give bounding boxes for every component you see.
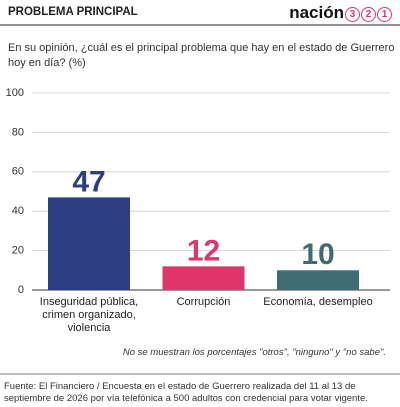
y-tick-label: 60 xyxy=(12,166,24,178)
x-tick-label: Economía, desempleo xyxy=(263,296,373,308)
x-tick-label: Corrupción xyxy=(176,296,231,308)
value-label: 47 xyxy=(72,165,105,198)
bar xyxy=(48,197,130,290)
logo-text: nación xyxy=(289,3,344,22)
value-label: 12 xyxy=(187,234,220,267)
section-title: PROBLEMA PRINCIPAL xyxy=(8,6,138,18)
y-tick-label: 40 xyxy=(12,205,24,217)
source: Fuente: El Financiero / Encuesta en el e… xyxy=(4,381,368,404)
y-tick-label: 80 xyxy=(12,126,24,138)
bar xyxy=(277,270,359,290)
note: No se muestran los porcentajes "otros", … xyxy=(122,347,386,358)
y-tick-label: 100 xyxy=(6,87,24,99)
logo-digit: 3 xyxy=(345,7,360,22)
y-tick-label: 0 xyxy=(18,284,24,296)
logo-digit: 2 xyxy=(361,7,376,22)
x-tick-label: Inseguridad pública, crimen organizado, … xyxy=(39,296,139,334)
bar xyxy=(162,266,245,290)
chart-title: En su opinión, ¿cuál es el principal pro… xyxy=(8,41,394,71)
title-line: hoy en día? (%) xyxy=(8,57,86,69)
title-line: En su opinión, ¿cuál es el principal pro… xyxy=(8,42,395,54)
logo-digit: 1 xyxy=(377,7,392,22)
y-tick-label: 20 xyxy=(12,245,24,257)
value-label: 10 xyxy=(301,238,334,271)
logo: nación 3 2 1 xyxy=(289,3,392,23)
